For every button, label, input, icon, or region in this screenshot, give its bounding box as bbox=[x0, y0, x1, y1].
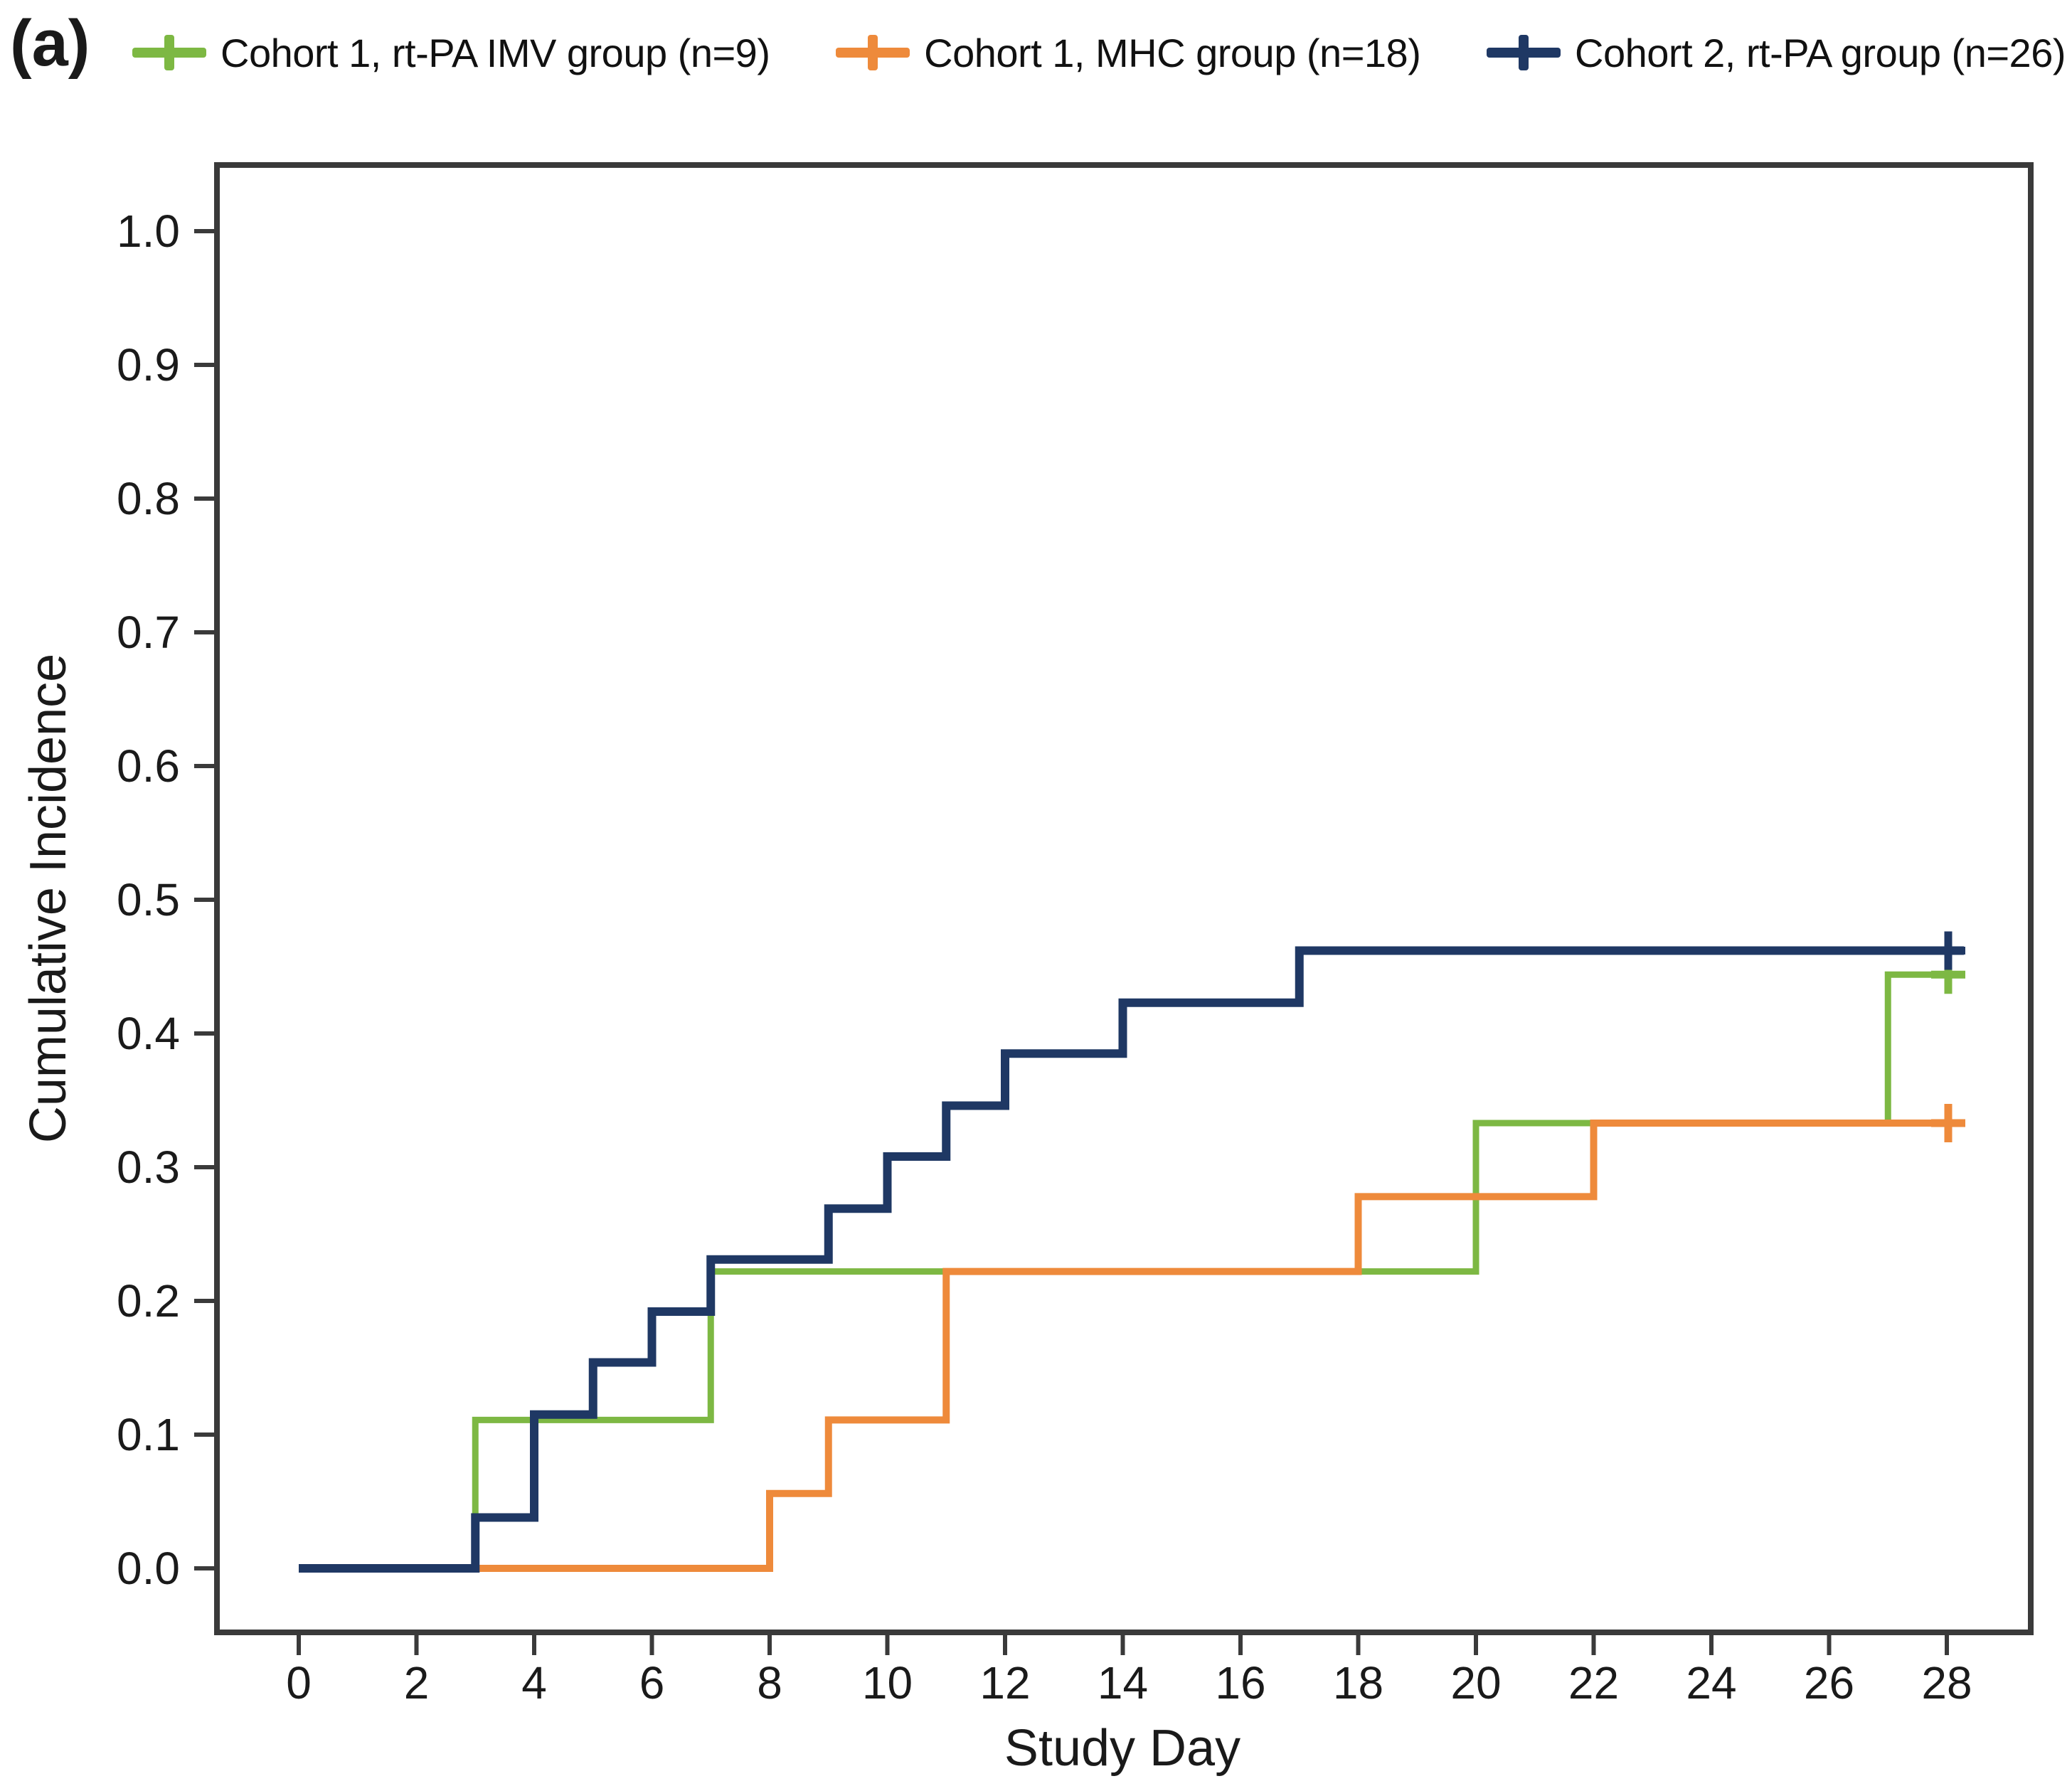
y-tick-label: 0.8 bbox=[117, 473, 180, 524]
legend: Cohort 1, rt-PA IMV group (n=9) Cohort 1… bbox=[132, 16, 2066, 90]
x-tick-label: 24 bbox=[1686, 1657, 1736, 1708]
legend-item: Cohort 2, rt-PA group (n=26) bbox=[1487, 30, 2066, 76]
panel-label: (a) bbox=[10, 7, 90, 80]
x-tick-label: 8 bbox=[757, 1657, 782, 1708]
x-tick-label: 6 bbox=[639, 1657, 665, 1708]
x-tick-label: 16 bbox=[1215, 1657, 1265, 1708]
legend-item: Cohort 1, MHC group (n=18) bbox=[836, 30, 1421, 76]
y-tick-label: 0.1 bbox=[117, 1409, 180, 1460]
y-axis-title: Cumulative Incidence bbox=[20, 654, 77, 1143]
x-tick-label: 28 bbox=[1921, 1657, 1972, 1708]
x-tick-label: 26 bbox=[1804, 1657, 1854, 1708]
x-tick-label: 20 bbox=[1450, 1657, 1501, 1708]
x-tick-label: 0 bbox=[286, 1657, 312, 1708]
series-line-2 bbox=[299, 946, 1964, 1573]
y-tick-label: 0.2 bbox=[117, 1275, 180, 1327]
y-tick-label: 0.7 bbox=[117, 607, 180, 658]
y-tick-label: 0.9 bbox=[117, 339, 180, 390]
y-tick-label: 0.4 bbox=[117, 1008, 180, 1059]
legend-item: Cohort 1, rt-PA IMV group (n=9) bbox=[132, 30, 770, 76]
x-tick-label: 12 bbox=[979, 1657, 1030, 1708]
y-tick-label: 0.6 bbox=[117, 740, 180, 792]
legend-label: Cohort 2, rt-PA group (n=26) bbox=[1575, 30, 2066, 75]
y-tick-label: 0.3 bbox=[117, 1142, 180, 1193]
y-tick-label: 0.0 bbox=[117, 1543, 180, 1594]
y-tick-label: 1.0 bbox=[117, 206, 180, 257]
y-tick-label: 0.5 bbox=[117, 874, 180, 925]
x-tick-label: 4 bbox=[521, 1657, 547, 1708]
censor-plus-icon bbox=[1487, 31, 1561, 75]
censor-plus-icon bbox=[132, 31, 206, 75]
legend-label: Cohort 1, MHC group (n=18) bbox=[924, 30, 1421, 75]
x-tick-label: 22 bbox=[1568, 1657, 1619, 1708]
x-tick-label: 10 bbox=[862, 1657, 913, 1708]
x-tick-label: 14 bbox=[1098, 1657, 1148, 1708]
censor-plus-icon bbox=[836, 31, 910, 75]
x-tick-label: 18 bbox=[1333, 1657, 1383, 1708]
x-axis-title: Study Day bbox=[1004, 1720, 1240, 1777]
plot-border bbox=[214, 162, 2034, 1635]
series-line-1 bbox=[299, 1119, 1964, 1572]
x-tick-label: 2 bbox=[404, 1657, 430, 1708]
legend-label: Cohort 1, rt-PA IMV group (n=9) bbox=[221, 30, 770, 75]
